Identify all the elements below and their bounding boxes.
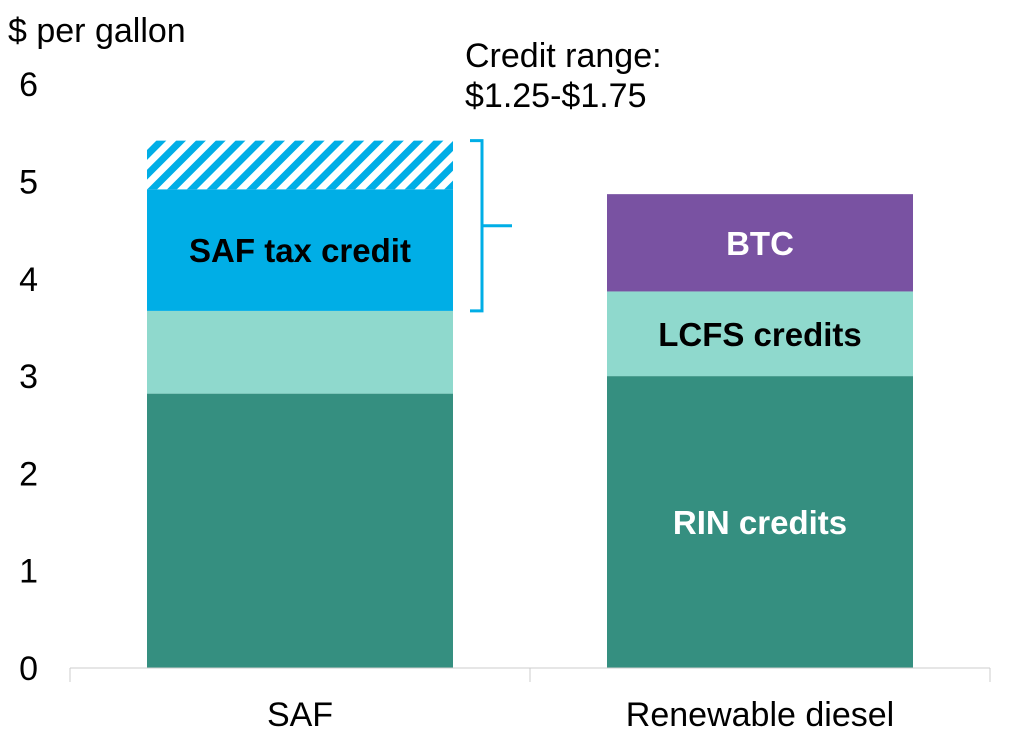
y-axis: 0 1 2 3 4 5 6 (19, 66, 38, 688)
y-tick-label: 6 (19, 66, 38, 104)
bar-segment-rin (147, 393, 453, 668)
y-tick-label: 0 (19, 650, 38, 688)
annotation-text: Credit range: (465, 37, 662, 75)
y-tick-label: 1 (19, 553, 38, 591)
segment-label-rin: RIN credits (673, 504, 847, 541)
x-tick-label: SAF (267, 696, 333, 734)
x-axis: SAF Renewable diesel (69, 667, 991, 734)
bar-segment-tax (147, 189, 453, 311)
y-axis-label: $ per gallon (8, 12, 186, 50)
x-tick-label: Renewable diesel (626, 696, 894, 734)
bar-segment-rin (607, 376, 913, 668)
y-tick-label: 5 (19, 164, 38, 202)
segment-label-lcfs: LCFS credits (658, 316, 862, 353)
y-tick-label: 4 (19, 261, 38, 299)
bar-segment-lcfs (607, 291, 913, 377)
annotation-text: $1.25-$1.75 (465, 77, 647, 115)
bar-segment-lcfs (147, 310, 453, 394)
credit-range-annotation: Credit range:$1.25-$1.75 (465, 37, 662, 313)
bracket (470, 139, 512, 313)
bars: SAF tax credit RIN credits LCFS credits BTC (147, 140, 913, 668)
segment-label-tax: SAF tax credit (189, 232, 411, 269)
segment-label-btc: BTC (726, 225, 794, 262)
bar-segment-btc (607, 194, 913, 292)
y-tick-label: 2 (19, 455, 38, 493)
y-tick-label: 3 (19, 358, 38, 396)
bar-segment-range (147, 140, 453, 190)
